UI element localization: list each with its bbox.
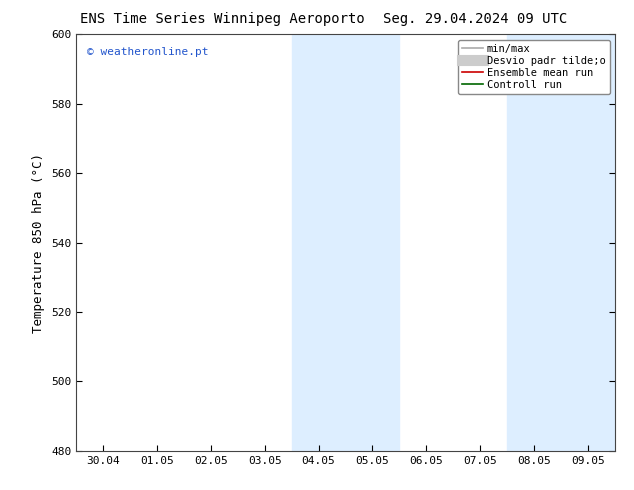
- Legend: min/max, Desvio padr tilde;o, Ensemble mean run, Controll run: min/max, Desvio padr tilde;o, Ensemble m…: [458, 40, 610, 94]
- Bar: [507, 34, 615, 451]
- Y-axis label: Temperature 850 hPa (°C): Temperature 850 hPa (°C): [32, 152, 46, 333]
- Text: Seg. 29.04.2024 09 UTC: Seg. 29.04.2024 09 UTC: [384, 12, 567, 26]
- Bar: [292, 34, 399, 451]
- Text: ENS Time Series Winnipeg Aeroporto: ENS Time Series Winnipeg Aeroporto: [79, 12, 365, 26]
- Text: © weatheronline.pt: © weatheronline.pt: [87, 47, 209, 57]
